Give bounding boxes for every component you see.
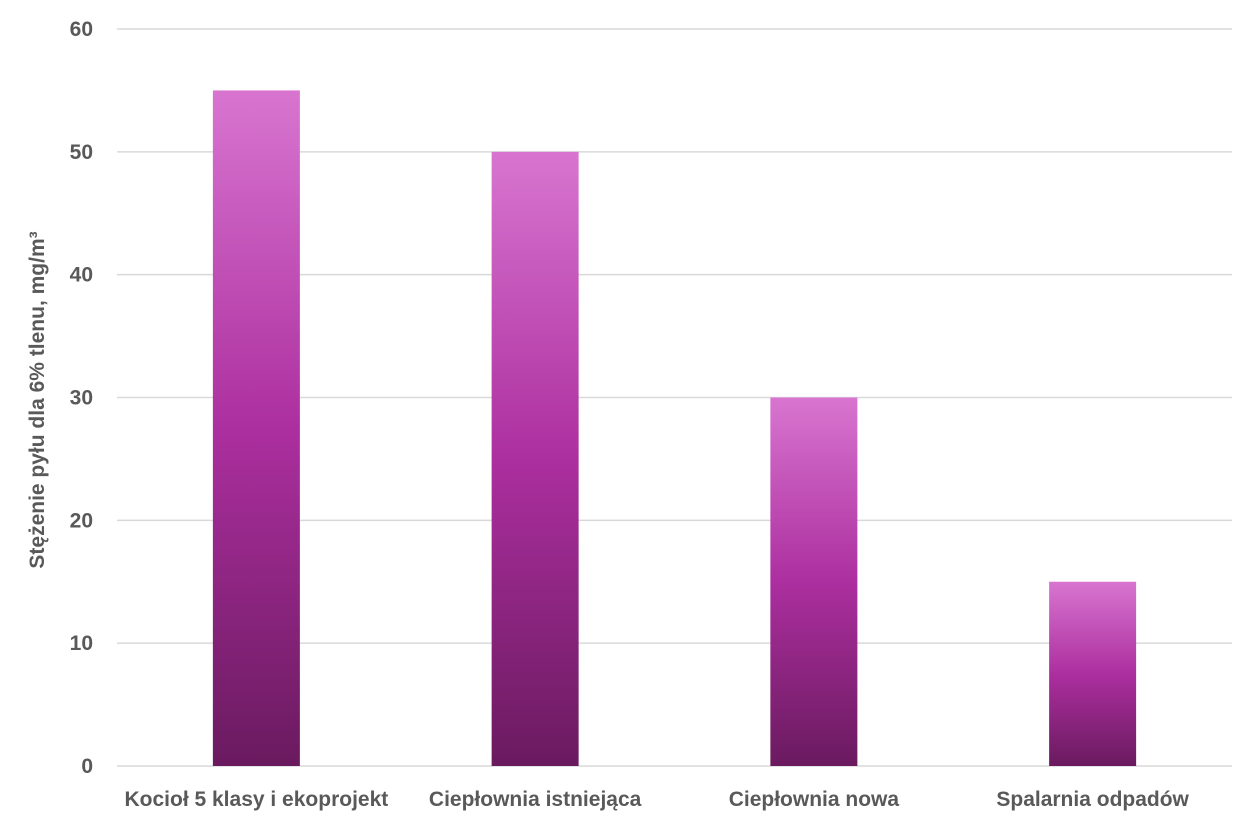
y-tick-label: 10 [70, 632, 93, 655]
y-tick-label: 0 [81, 755, 93, 778]
bars [212, 90, 1137, 767]
y-tick-label: 50 [70, 141, 93, 164]
y-tick-label: 40 [70, 264, 93, 287]
gridlines [117, 28, 1232, 767]
y-axis-ticks: 0 10 20 30 40 50 60 [70, 18, 93, 778]
x-tick-label: Spalarnia odpadów [996, 788, 1189, 811]
y-tick-label: 20 [70, 509, 93, 532]
y-tick-label: 30 [70, 387, 93, 410]
bar [491, 151, 579, 767]
y-tick-label: 60 [70, 18, 93, 41]
bar [1049, 581, 1137, 766]
y-axis-label: Stężenie pyłu dla 6% tlenu, mg/m³ [26, 231, 49, 568]
bar [770, 397, 858, 766]
bar [212, 90, 300, 766]
x-tick-label: Kocioł 5 klasy i ekoprojekt [124, 788, 388, 811]
x-tick-label: Ciepłownia istniejąca [429, 788, 642, 811]
x-axis-ticks: Kocioł 5 klasy i ekoprojekt Ciepłownia is… [124, 788, 1189, 811]
x-tick-label: Ciepłownia nowa [729, 788, 900, 811]
